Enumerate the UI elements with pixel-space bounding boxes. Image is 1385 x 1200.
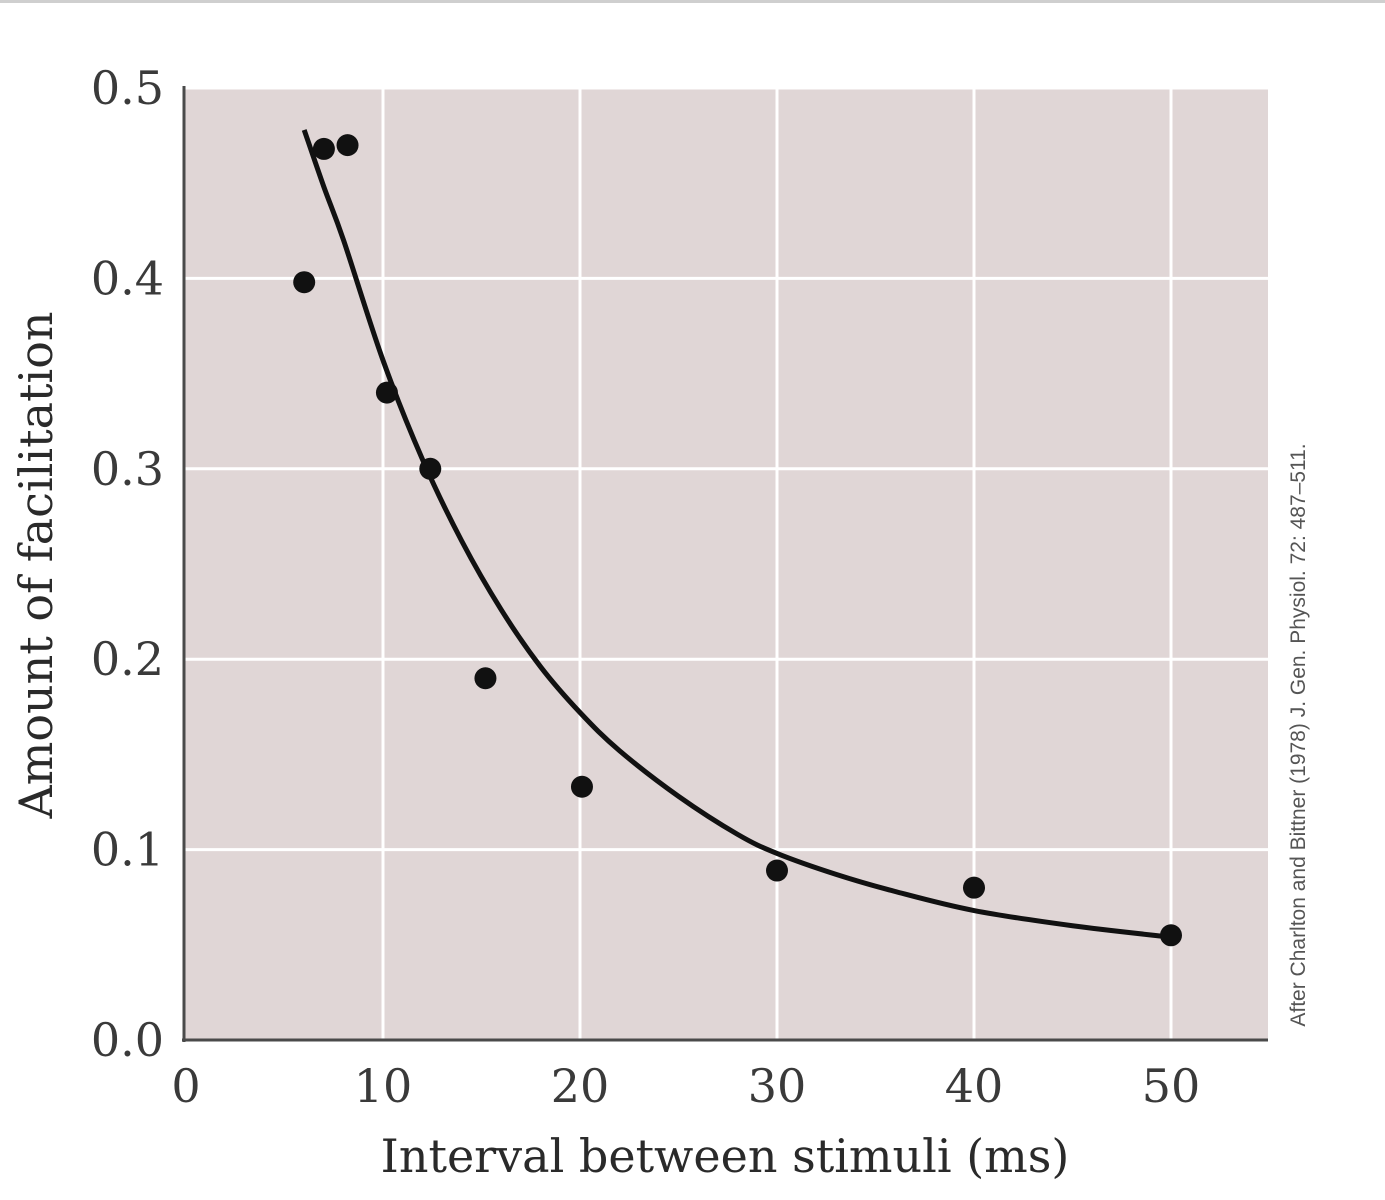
- x-tick-label-2: 20: [551, 1059, 610, 1113]
- y-axis-title: Amount of facilitation: [9, 311, 63, 819]
- y-tick-label-4: 0.4: [91, 251, 164, 305]
- y-tick-label-5: 0.5: [91, 61, 164, 115]
- source-credit: After Charlton and Bittner (1978) J. Gen…: [1287, 443, 1310, 1026]
- top-border-line: [0, 0, 1385, 3]
- data-point-1: [312, 137, 335, 160]
- axes: [182, 86, 1268, 1042]
- x-axis-title: Interval between stimuli (ms): [381, 1129, 1070, 1183]
- data-point-2: [336, 134, 359, 157]
- data-points: [293, 134, 1182, 947]
- gridlines: [184, 86, 1268, 1040]
- data-point-8: [963, 876, 985, 899]
- y-tick-label-0: 0.0: [91, 1013, 164, 1067]
- x-tick-labels: 0 10 20 30 40 50: [171, 1059, 1200, 1113]
- plot-background: [184, 88, 1268, 1040]
- y-tick-label-3: 0.3: [91, 442, 164, 496]
- data-point-3: [375, 381, 398, 404]
- data-point-0: [293, 271, 316, 294]
- y-tick-labels: 0.0 0.1 0.2 0.3 0.4 0.5: [91, 61, 164, 1067]
- x-tick-label-0: 0: [171, 1059, 200, 1113]
- data-point-4: [419, 457, 442, 480]
- x-tick-label-1: 10: [354, 1059, 413, 1113]
- data-point-7: [766, 859, 788, 882]
- fitted-curve: [301, 129, 1172, 940]
- data-point-6: [570, 775, 593, 798]
- data-point-9: [1160, 924, 1182, 947]
- y-tick-label-1: 0.1: [91, 823, 164, 877]
- x-tick-label-5: 50: [1142, 1059, 1201, 1113]
- x-tick-label-3: 30: [748, 1059, 807, 1113]
- data-point-5: [474, 667, 497, 690]
- x-tick-label-4: 40: [945, 1059, 1004, 1113]
- y-tick-label-2: 0.2: [91, 632, 164, 686]
